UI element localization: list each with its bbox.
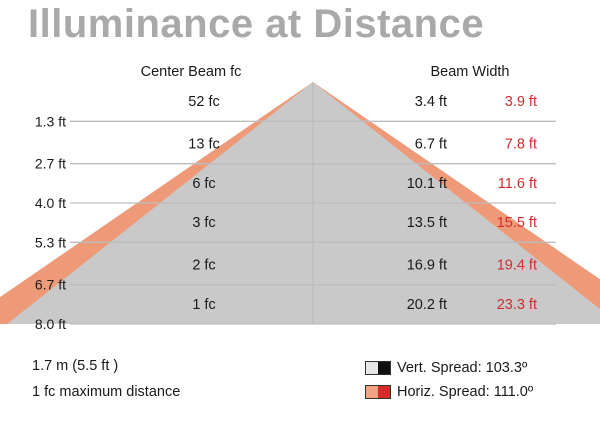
horizontal-width-value: 23.3 ft <box>497 297 537 313</box>
horizontal-width-value: 11.6 ft <box>498 176 537 192</box>
center-beam-value: 52 fc <box>188 94 219 110</box>
max-distance-note: 1 fc maximum distance <box>32 384 181 400</box>
legend-horizontal-label: Horiz. Spread: 111.0º <box>397 384 534 400</box>
header-beam-width: Beam Width <box>431 64 510 80</box>
legend-vertical-label: Vert. Spread: 103.3º <box>397 360 528 376</box>
vertical-width-value: 13.5 ft <box>407 215 447 231</box>
horizontal-width-value: 3.9 ft <box>505 94 537 110</box>
max-distance-metric: 1.7 m (5.5 ft ) <box>32 358 119 374</box>
distance-tick-label: 5.3 ft <box>35 234 66 250</box>
legend-vertical: Vert. Spread: 103.3º <box>365 360 527 376</box>
distance-tick-label: 2.7 ft <box>35 156 66 172</box>
distance-tick-label: 1.3 ft <box>35 113 66 129</box>
vertical-width-value: 3.4 ft <box>415 94 447 110</box>
center-beam-value: 6 fc <box>192 176 215 192</box>
legend-horizontal: Horiz. Spread: 111.0º <box>365 384 533 400</box>
vertical-width-value: 6.7 ft <box>415 137 447 153</box>
distance-tick-label: 8.0 ft <box>35 316 66 332</box>
vertical-width-value: 20.2 ft <box>407 297 447 313</box>
vertical-swatch <box>365 361 391 375</box>
horizontal-width-value: 19.4 ft <box>497 258 537 274</box>
center-beam-value: 13 fc <box>188 137 219 153</box>
horizontal-width-value: 15.5 ft <box>497 215 537 231</box>
distance-tick-label: 6.7 ft <box>35 277 66 293</box>
center-beam-value: 3 fc <box>192 215 215 231</box>
center-beam-value: 2 fc <box>192 258 215 274</box>
horizontal-width-value: 7.8 ft <box>505 137 537 153</box>
center-beam-value: 1 fc <box>192 297 215 313</box>
header-center-beam: Center Beam fc <box>141 64 242 80</box>
chart-title: Illuminance at Distance <box>28 2 485 46</box>
vertical-width-value: 10.1 ft <box>407 176 447 192</box>
horizontal-swatch <box>365 385 391 399</box>
distance-tick-label: 4.0 ft <box>35 195 66 211</box>
vertical-width-value: 16.9 ft <box>407 258 447 274</box>
